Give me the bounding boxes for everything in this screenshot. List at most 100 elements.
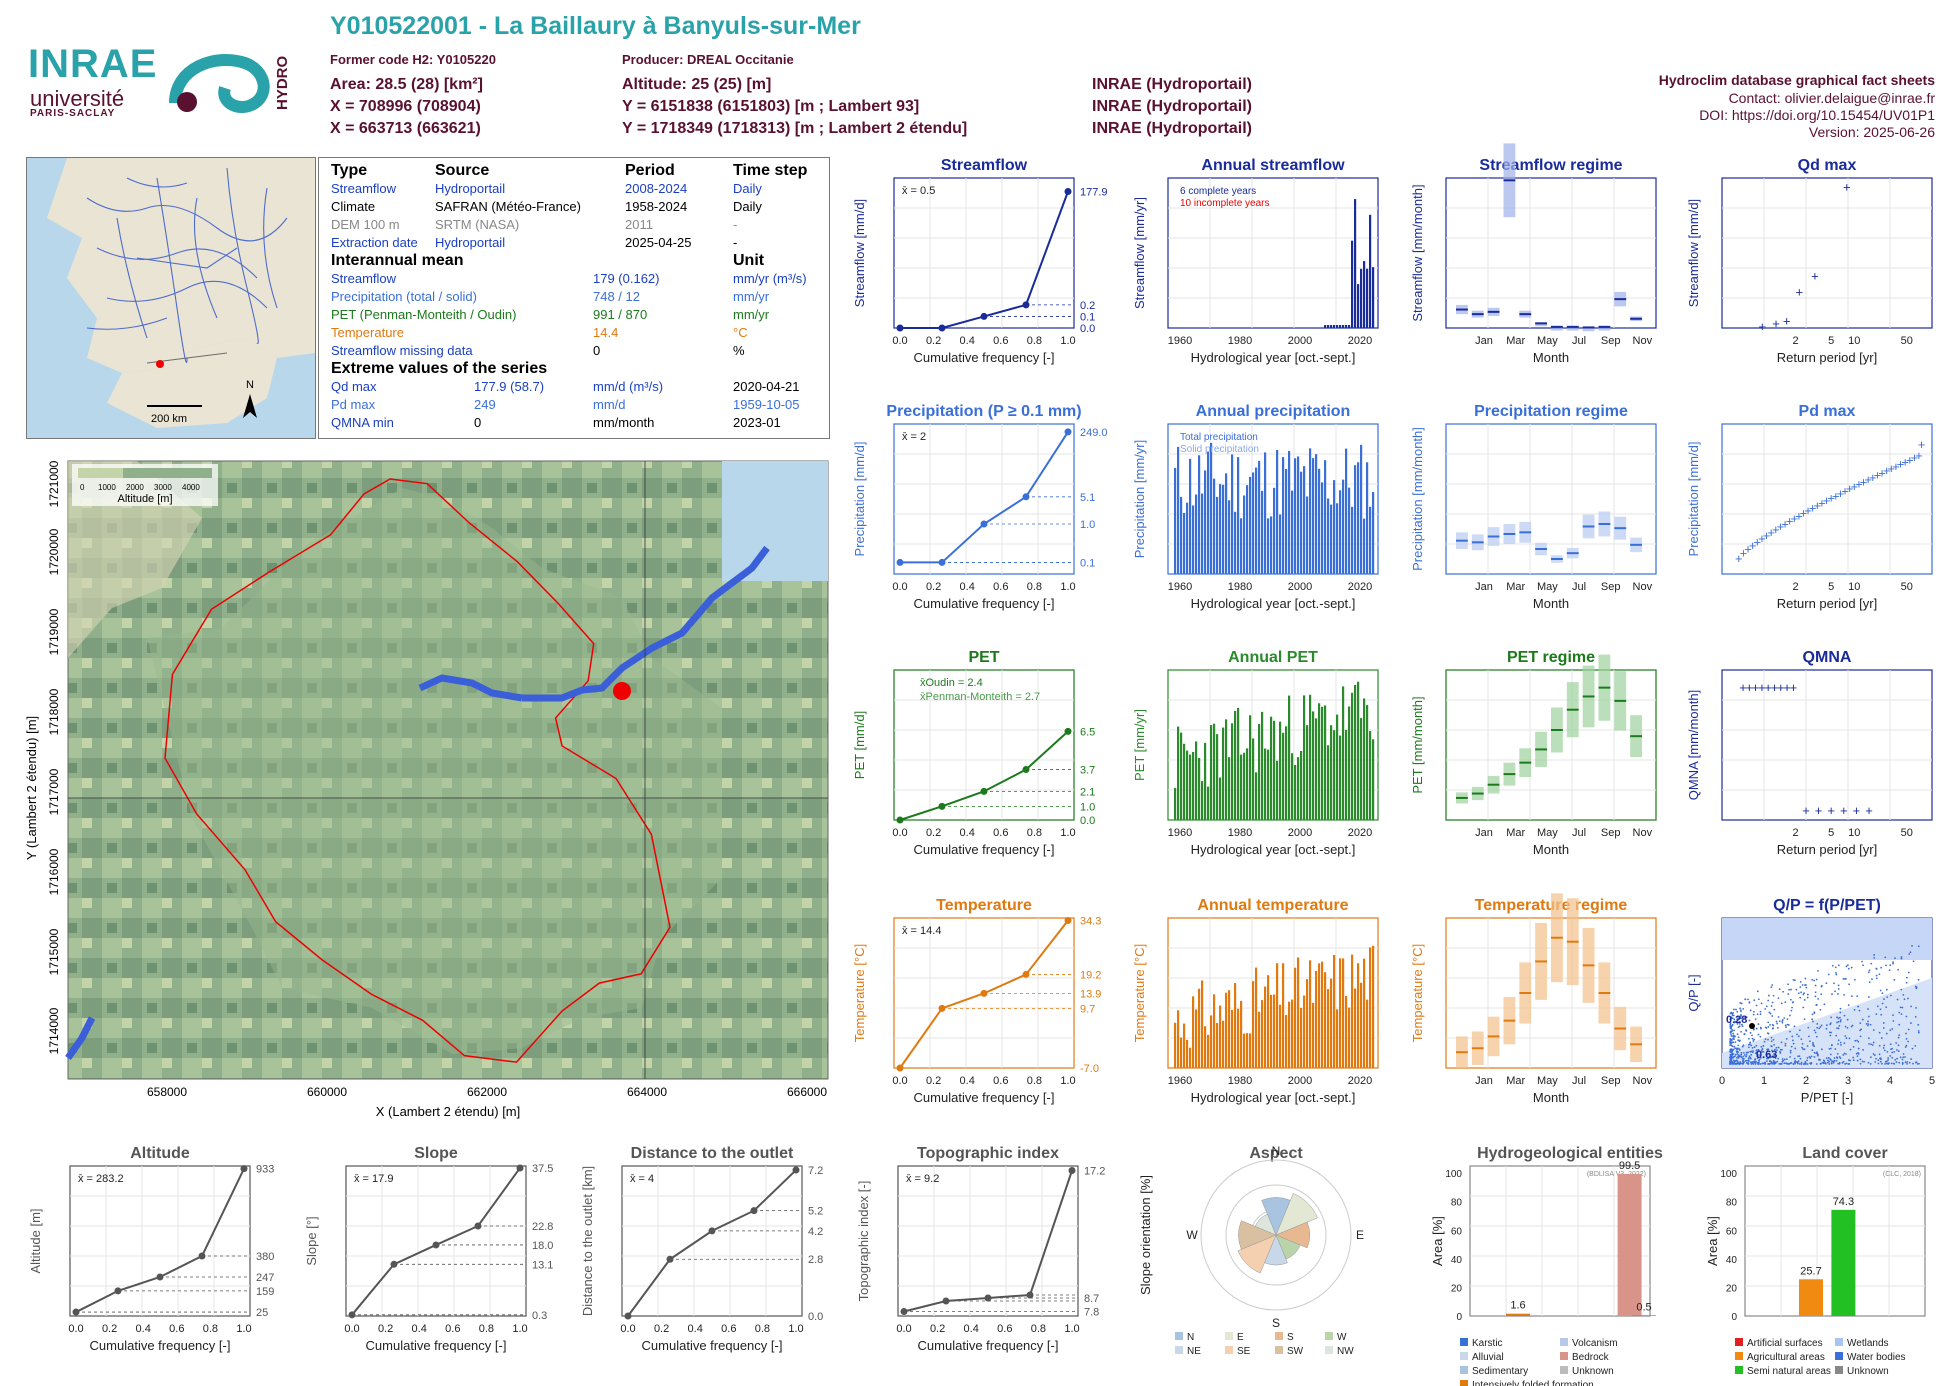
qp-point <box>1894 1058 1897 1061</box>
qp-point <box>1804 1061 1807 1063</box>
qp-point <box>1915 1006 1918 1009</box>
legend-label: Bedrock <box>1572 1352 1610 1363</box>
y-tick-label: 60 <box>1451 1226 1463 1237</box>
compass-e: E <box>1356 1228 1364 1242</box>
qp-point <box>1828 1031 1831 1034</box>
x-tick-label: 0.0 <box>892 1075 907 1087</box>
qp-point <box>1790 1009 1793 1012</box>
qp-point <box>1843 1052 1846 1055</box>
annual-bar <box>1369 506 1372 574</box>
rp-point: + <box>1860 474 1868 489</box>
x-axis-label: Cumulative frequency [-] <box>90 1338 231 1353</box>
annual-bar <box>1270 994 1273 1068</box>
qp-point <box>1765 1060 1768 1062</box>
qp-point <box>1905 976 1908 979</box>
qp-point <box>1733 1059 1735 1062</box>
mean-label: x̄ = 0.5 <box>902 185 935 197</box>
qp-point <box>1915 1061 1918 1064</box>
qp-point <box>1846 964 1849 966</box>
y-axis-label: Temperature [°C] <box>852 944 867 1042</box>
qp-point <box>1798 1029 1801 1032</box>
x-tick-label: 1980 <box>1228 1075 1252 1087</box>
qp-point <box>1769 1023 1771 1026</box>
qp-point <box>1733 1035 1736 1038</box>
y-tick-label: 80 <box>1451 1198 1463 1209</box>
qp-point <box>1786 1023 1789 1026</box>
qp-point <box>1730 1016 1733 1019</box>
svg-text:658000: 658000 <box>147 1085 187 1099</box>
qp-point <box>1891 1047 1893 1050</box>
qp-point <box>1773 1043 1775 1046</box>
qp-point <box>1789 1055 1791 1058</box>
qp-point <box>1748 1043 1751 1045</box>
x-tick-label: Nov <box>1633 1075 1653 1087</box>
legend-swatch <box>1835 1338 1843 1346</box>
annual-bar <box>1237 1008 1240 1068</box>
qp-point <box>1857 1040 1860 1043</box>
annual-bar <box>1285 468 1288 574</box>
qp-point <box>1794 1062 1796 1065</box>
qp-point <box>1890 994 1892 997</box>
x-tick-label: May <box>1537 1075 1558 1087</box>
altitude-value: Altitude: 25 (25) [m] <box>622 76 772 93</box>
qp-point <box>1737 1017 1740 1019</box>
annual-bar <box>1231 723 1234 820</box>
extreme-unit: mm/d <box>593 397 626 412</box>
qp-point <box>1783 1058 1786 1061</box>
annual-bar <box>1348 706 1351 820</box>
outlet-marker <box>613 682 631 700</box>
annual-bar <box>1252 738 1255 820</box>
annual-bar <box>1294 458 1297 574</box>
qp-point <box>1777 997 1780 1000</box>
qp-point <box>1781 1020 1784 1023</box>
rp-point: + <box>1814 498 1822 513</box>
annual-bar <box>1285 726 1288 820</box>
annual-bar <box>1240 1000 1243 1068</box>
qp-point <box>1909 951 1912 954</box>
cumfreq-frame <box>893 423 1075 575</box>
annual-bar <box>1207 786 1210 820</box>
qp-point <box>1892 1014 1894 1017</box>
qp-mean-point <box>1749 1023 1755 1029</box>
x-tick-label: 50 <box>1901 581 1913 593</box>
legend-label: NW <box>1337 1346 1354 1357</box>
qp-point <box>1748 1046 1750 1049</box>
version: Version: 2025-06-26 <box>1808 124 1935 140</box>
regime-range <box>1566 326 1579 331</box>
right-value-label: 6.5 <box>1080 726 1095 738</box>
qp-point <box>1900 988 1903 991</box>
annual-bar <box>1342 958 1345 1068</box>
x-tick-label: May <box>1537 335 1558 347</box>
annual-bar <box>1294 764 1297 820</box>
qp-point <box>1881 1002 1884 1005</box>
right-value-label: 7.2 <box>808 1165 823 1177</box>
annual-bar <box>1273 487 1276 574</box>
qp-point <box>1799 980 1802 983</box>
qp-point <box>1869 1023 1872 1026</box>
qp-point <box>1773 1054 1776 1057</box>
univ-logo: université <box>30 86 125 111</box>
qp-point <box>1740 1002 1743 1005</box>
rp-point: + <box>1874 468 1882 483</box>
qp-point <box>1885 1032 1888 1035</box>
qp-point <box>1811 1018 1814 1021</box>
qp-point <box>1800 991 1803 994</box>
y-axis-label: QMNA [mm/month] <box>1686 690 1701 801</box>
legend-label: x̄Oudin = 2.4 <box>920 677 983 689</box>
legend-label: W <box>1337 1332 1347 1343</box>
qp-point <box>1837 964 1840 967</box>
svg-text:2000: 2000 <box>126 483 144 492</box>
qp-point <box>1745 1030 1748 1032</box>
qp-point <box>1796 1062 1799 1065</box>
qp-point <box>1729 1041 1732 1044</box>
legend-label: Wetlands <box>1847 1338 1889 1349</box>
qp-point <box>1895 1061 1898 1064</box>
qp-point <box>1875 1057 1877 1060</box>
qp-point <box>1737 1055 1739 1058</box>
annual-bar <box>1339 735 1342 820</box>
annual-frame <box>1167 177 1379 329</box>
paris-saclay-logo: PARIS-SACLAY <box>30 108 116 119</box>
annual-bar <box>1273 720 1276 820</box>
legend-label: Volcanism <box>1572 1338 1618 1349</box>
annual-bar <box>1366 268 1369 328</box>
